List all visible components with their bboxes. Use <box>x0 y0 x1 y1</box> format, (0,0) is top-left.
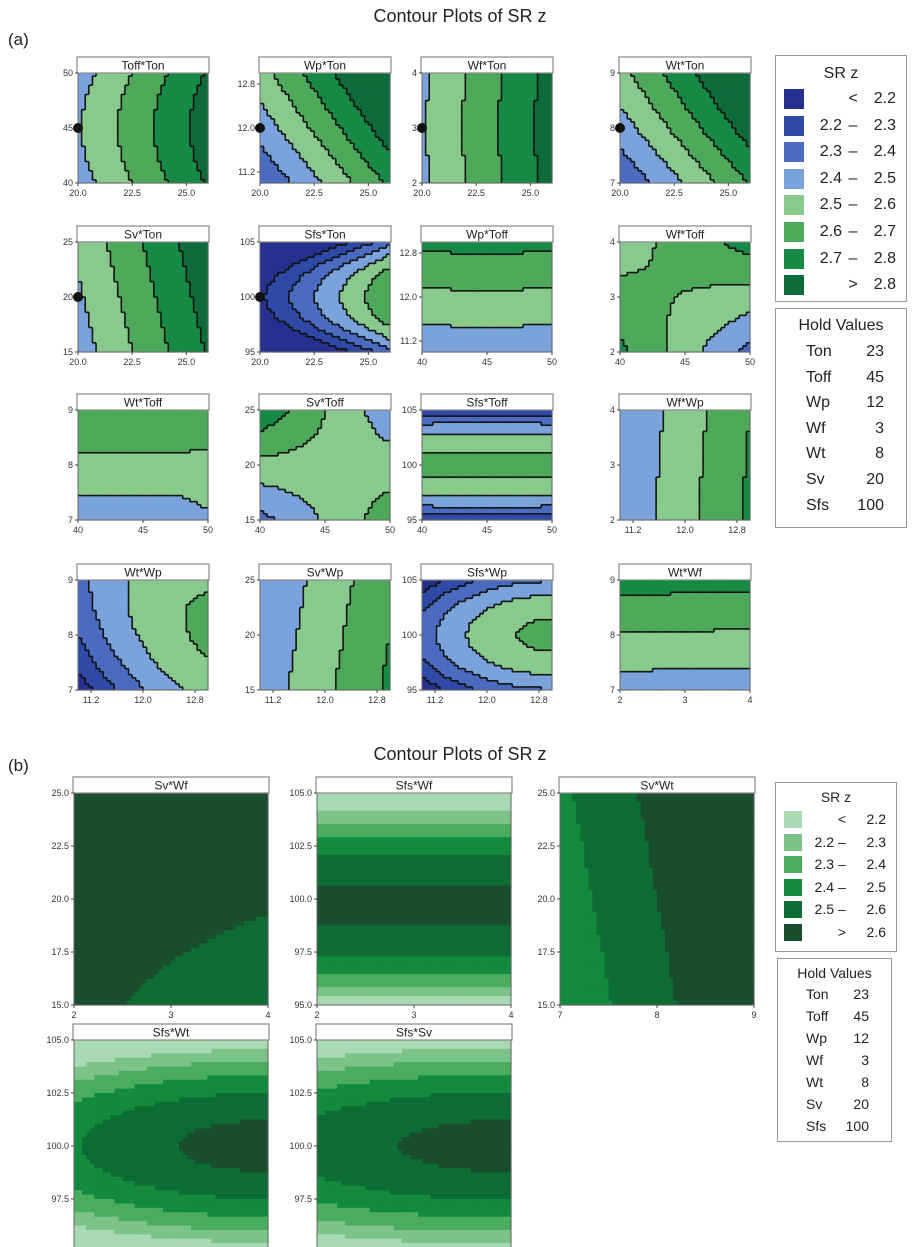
panel-title: Toff*Ton <box>121 59 164 73</box>
y-tick-label: 12.8 <box>237 79 255 89</box>
x-tick-label: 25.0 <box>360 188 378 198</box>
x-tick-label: 20.0 <box>69 188 87 198</box>
contour-fill <box>422 73 553 184</box>
y-tick-label: 2 <box>412 178 417 188</box>
contour-panel-wt-ton: Wt*Ton20.0 22.5 25.0789 <box>610 57 751 198</box>
x-tick-label: 22.5 <box>123 188 141 198</box>
x-tick-label: 25.0 <box>178 188 196 198</box>
y-tick-label: 40 <box>63 178 73 188</box>
y-tick-label: 50 <box>63 68 73 78</box>
x-tick-label: 22.5 <box>305 188 323 198</box>
contour-fill <box>620 73 751 184</box>
hold-point-marker <box>417 123 427 133</box>
x-tick-label: 25.0 <box>522 188 540 198</box>
panel-title: Wp*Ton <box>304 59 346 73</box>
contour-panel-toff-ton: Toff*Ton 20.0 22.5 25.0 40 45 50 <box>63 57 209 198</box>
y-tick-label: 11.2 <box>238 167 255 177</box>
y-tick-label: 3 <box>412 123 417 133</box>
x-tick-label: 20.0 <box>251 188 269 198</box>
hold-point-marker <box>255 123 265 133</box>
panel-title: Wf*Ton <box>468 59 507 73</box>
y-tick-label: 12.0 <box>237 123 255 133</box>
contour-fill <box>78 73 209 184</box>
y-tick-label: 4 <box>412 68 417 78</box>
contour-panel-wp-ton: Wp*Ton 20.0 22.5 25.0 11.2 12.0 12.8 <box>237 57 391 198</box>
contour-panel-wf-ton: Wf*Ton 20.0 22.5 25.0 2 3 4 <box>412 57 553 198</box>
figure-a-contour-grid: Toff*Ton 20.0 22.5 25.0 40 45 50 Wp*Ton 20.0 22.5… <box>0 0 770 735</box>
y-tick-label: 45 <box>63 123 73 133</box>
x-tick-label: 22.5 <box>467 188 485 198</box>
hold-point-marker <box>73 123 83 133</box>
x-tick-label: 20.0 <box>413 188 431 198</box>
